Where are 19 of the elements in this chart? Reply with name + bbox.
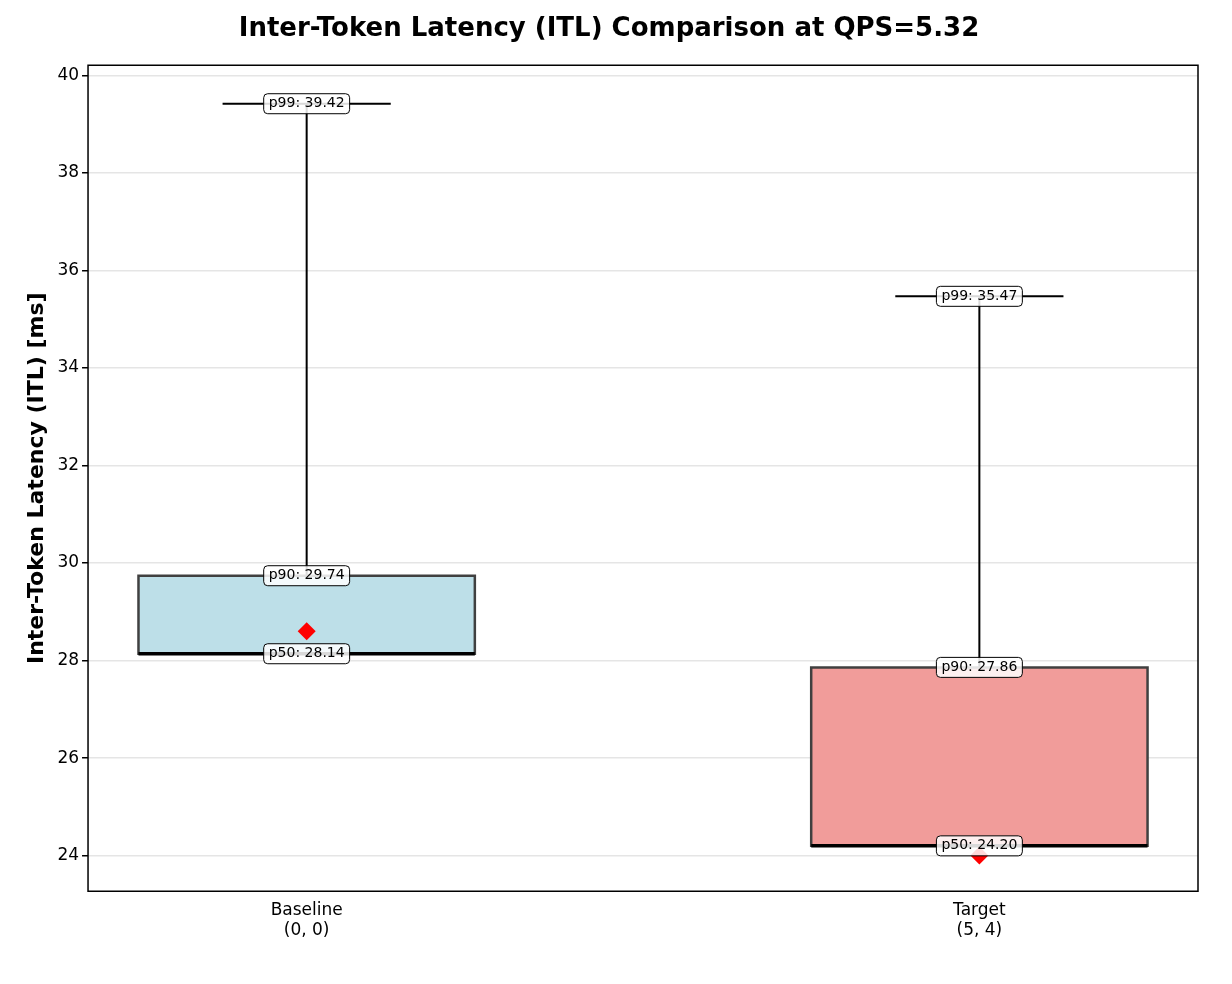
- y-tick-label: 34: [57, 356, 80, 377]
- y-tick-label: 30: [57, 551, 80, 572]
- annotation: p99: 35.47: [941, 286, 1018, 303]
- annotation: p90: 27.86: [941, 658, 1018, 675]
- annotation: p50: 28.14: [268, 644, 345, 661]
- x-tick-label: Baseline (0, 0): [270, 898, 343, 940]
- annotation: p99: 39.42: [268, 94, 345, 111]
- annotation: p90: 29.74: [268, 566, 345, 583]
- chart-title: Inter-Token Latency (ITL) Comparison at QPS=5.32: [238, 12, 980, 43]
- y-tick-label: 24: [57, 844, 80, 865]
- y-tick-label: 38: [57, 161, 80, 182]
- x-tick-label: Target (5, 4): [952, 898, 1006, 940]
- y-tick-label: 36: [57, 258, 80, 279]
- y-tick-label: 32: [57, 453, 80, 474]
- y-tick-label: 28: [57, 648, 80, 669]
- y-tick-label: 26: [57, 746, 80, 767]
- annotation: p50: 24.20: [941, 836, 1018, 853]
- y-axis-title: Inter-Token Latency (ITL) [ms]: [22, 292, 48, 665]
- y-tick-label: 40: [57, 63, 80, 84]
